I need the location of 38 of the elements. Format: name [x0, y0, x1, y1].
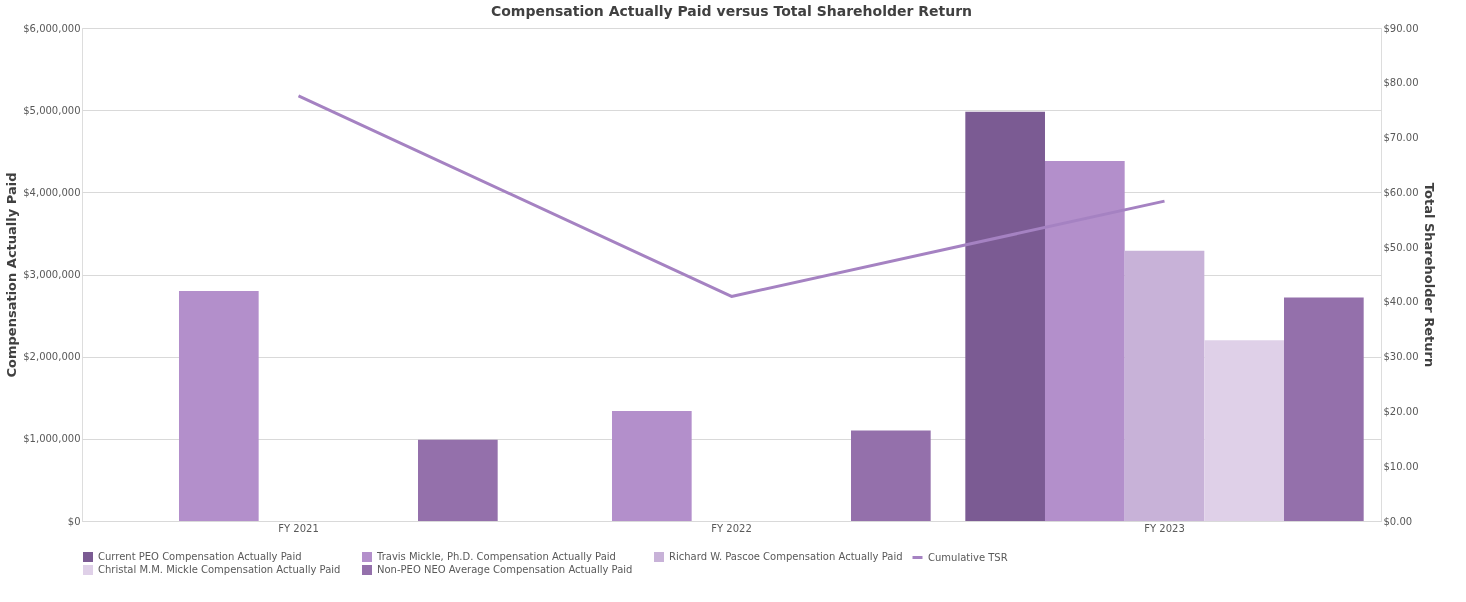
bar [965, 111, 1045, 521]
y2-tick-label: $60.00 [1383, 186, 1419, 198]
y-tick-label: $3,000,000 [23, 269, 81, 280]
y2-tick-label: $30.00 [1383, 351, 1419, 363]
y2-tick-label: $50.00 [1383, 241, 1419, 253]
legend-label: Travis Mickle, Ph.D. Compensation Actually Paid [376, 551, 616, 562]
bar [418, 439, 498, 521]
bar [611, 410, 692, 521]
legend-label: Cumulative TSR [928, 551, 1008, 563]
y2-tick-label: $40.00 [1383, 296, 1419, 308]
x-tick-label: FY 2023 [1144, 522, 1185, 534]
bar [851, 430, 931, 521]
y-tick-label: $5,000,000 [23, 104, 81, 116]
legend-label: Non-PEO NEO Average Compensation Actually Paid [377, 564, 633, 575]
y-tick-label: $0 [67, 515, 81, 527]
y2-tick-label: $10.00 [1383, 460, 1419, 472]
bar [178, 290, 259, 521]
y-axis-title: Compensation Actually Paid [4, 172, 20, 378]
x-tick-label: FY 2021 [278, 522, 319, 534]
y-tick-label: $1,000,000 [23, 433, 81, 445]
x-tick-label: FY 2022 [711, 522, 752, 534]
bar [1124, 250, 1205, 521]
y2-tick-label: $0.00 [1383, 515, 1413, 527]
y-tick-label: $2,000,000 [23, 351, 81, 363]
y2-tick-label: $70.00 [1383, 132, 1419, 144]
y2-tick-label: $80.00 [1383, 77, 1419, 89]
y2-tick-label: $20.00 [1383, 405, 1419, 417]
y-tick-label: $4,000,000 [23, 186, 81, 198]
bar [1044, 161, 1125, 521]
bar [1284, 297, 1364, 521]
legend-label: Current PEO Compensation Actually Paid [98, 551, 302, 562]
bar [1204, 340, 1285, 521]
legend-label: Christal M.M. Mickle Compensation Actually Paid [98, 564, 341, 575]
y2-axis-title: Total Shareholder Return [1422, 182, 1438, 368]
legend-label: Richard W. Pascoe Compensation Actually Paid [669, 551, 903, 562]
y2-tick-label: $90.00 [1383, 22, 1419, 34]
chart-title: Compensation Actually Paid versus Total Shareholder Return [490, 3, 973, 19]
y-tick-label: $6,000,000 [23, 22, 81, 34]
